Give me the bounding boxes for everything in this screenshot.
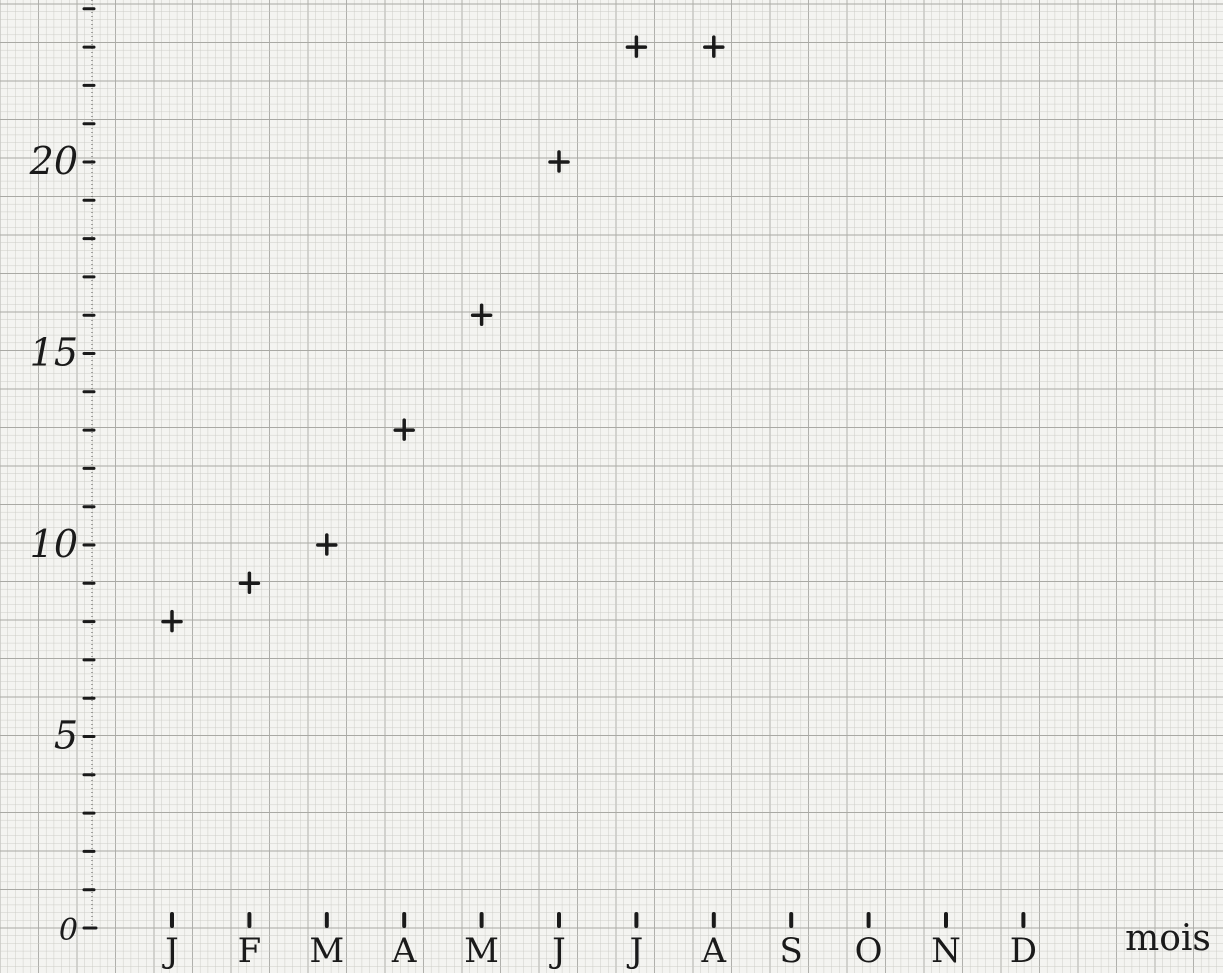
x-tick-label: N: [931, 931, 961, 971]
data-point: [161, 609, 183, 633]
data-point: [548, 150, 570, 173]
x-tick-label: S: [780, 931, 803, 971]
x-tick-label: J: [627, 931, 644, 971]
x-tick-label: F: [238, 931, 262, 971]
x-axis-title: mois: [1125, 918, 1211, 959]
x-tick-label: J: [549, 931, 566, 971]
x-tick-label: M: [309, 931, 344, 971]
y-tick-label: 5: [54, 714, 78, 758]
x-tick-label: A: [391, 931, 417, 971]
data-point: [316, 533, 338, 556]
data-point: [470, 303, 493, 326]
data-points: [161, 35, 725, 633]
y-tick-label: 20: [29, 139, 78, 183]
x-tick-label: M: [464, 931, 499, 971]
data-point: [703, 35, 725, 58]
x-tick-label: O: [855, 931, 883, 971]
y-tick-label: 10: [30, 522, 78, 566]
data-point: [393, 418, 415, 441]
x-tick-label: J: [162, 931, 179, 971]
data-point: [625, 35, 648, 58]
x-tick-label: D: [1010, 931, 1037, 971]
data-point: [238, 571, 261, 595]
axis-ticks: [82, 7, 1026, 930]
y-tick-label: 0: [59, 913, 78, 948]
x-tick-label: A: [701, 931, 727, 971]
y-tick-label: 15: [30, 331, 78, 375]
